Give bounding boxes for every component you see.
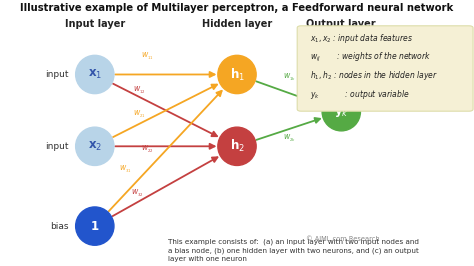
Text: $w_{_{22}}$: $w_{_{22}}$: [141, 143, 153, 155]
Text: $w_{ij}$       : weights of the network: $w_{ij}$ : weights of the network: [310, 51, 431, 64]
Ellipse shape: [76, 207, 114, 245]
Ellipse shape: [76, 55, 114, 94]
Text: $y_k$           : output variable: $y_k$ : output variable: [310, 88, 409, 101]
FancyBboxPatch shape: [297, 26, 473, 111]
Text: $w_{_{2k}}$: $w_{_{2k}}$: [283, 132, 296, 144]
Text: input: input: [45, 70, 69, 79]
Text: Hidden layer: Hidden layer: [202, 19, 272, 29]
Text: $w_{_{11}}$: $w_{_{11}}$: [141, 50, 153, 62]
Text: Illustrative example of Multilayer perceptron, a Feedforward neural network: Illustrative example of Multilayer perce…: [20, 3, 454, 13]
Text: $\mathbf{y}_k$: $\mathbf{y}_k$: [334, 105, 349, 119]
Ellipse shape: [322, 93, 360, 131]
Text: $\mathbf{h}_2$: $\mathbf{h}_2$: [229, 138, 245, 154]
Text: input: input: [45, 142, 69, 151]
Ellipse shape: [218, 55, 256, 94]
Text: © AIML.com Research: © AIML.com Research: [306, 236, 379, 242]
Text: Output layer: Output layer: [307, 19, 376, 29]
Text: Input layer: Input layer: [64, 19, 125, 29]
Text: $w_{_{32}}$: $w_{_{32}}$: [131, 187, 144, 199]
Ellipse shape: [76, 127, 114, 165]
Text: $x_1, x_2$ : input data features: $x_1, x_2$ : input data features: [310, 32, 412, 45]
Text: $\mathbf{x}_2$: $\mathbf{x}_2$: [88, 140, 102, 153]
Text: $h_1, h_2$ : nodes in the hidden layer: $h_1, h_2$ : nodes in the hidden layer: [310, 69, 438, 82]
Text: $w_{_{21}}$: $w_{_{21}}$: [134, 109, 146, 120]
Text: $w_{_{1k}}$: $w_{_{1k}}$: [283, 71, 296, 83]
Text: This example consists of:  (a) an input layer with two input nodes and
a bias no: This example consists of: (a) an input l…: [168, 238, 419, 262]
Text: $\mathbf{h}_1$: $\mathbf{h}_1$: [229, 66, 245, 82]
Text: $\mathbf{x}_1$: $\mathbf{x}_1$: [88, 68, 102, 81]
Ellipse shape: [218, 127, 256, 165]
Text: $w_{_{31}}$: $w_{_{31}}$: [119, 163, 132, 175]
Text: $\mathbf{1}$: $\mathbf{1}$: [90, 220, 100, 232]
Text: bias: bias: [50, 222, 69, 231]
Text: $w_{_{12}}$: $w_{_{12}}$: [134, 85, 146, 96]
